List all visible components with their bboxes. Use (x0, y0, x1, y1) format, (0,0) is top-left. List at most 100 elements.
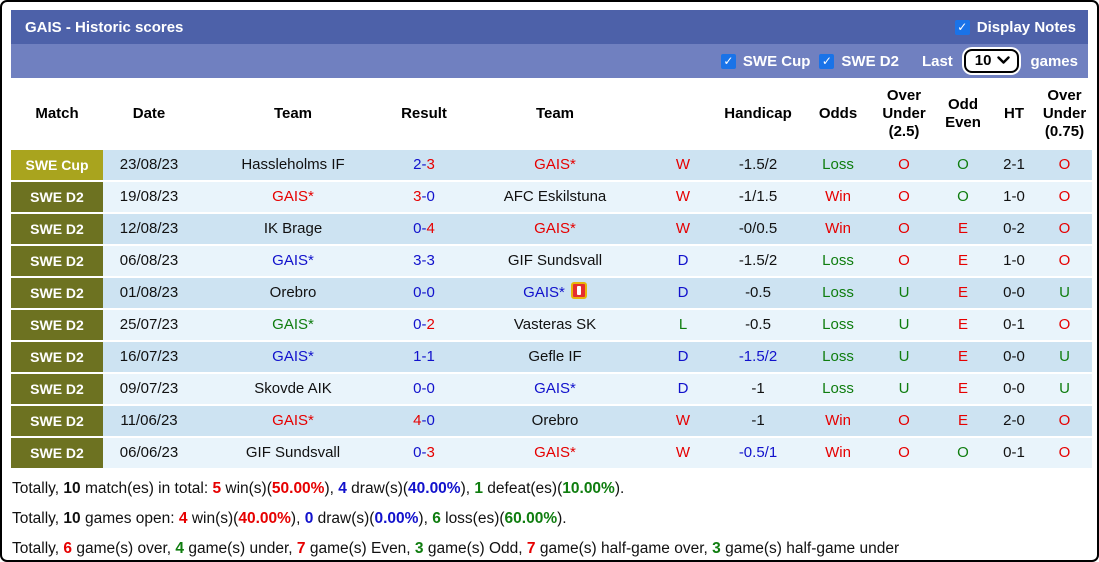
result-cell: 1-1 (391, 342, 457, 372)
summary-text: ), (324, 480, 339, 497)
handicap-cell: -0.5/1 (713, 438, 803, 468)
handicap-cell: -0.5 (713, 310, 803, 340)
summary-text: 7 (526, 540, 536, 557)
result-cell: 2-3 (391, 150, 457, 180)
over-under-075-cell: O (1037, 310, 1092, 340)
summary-section: Totally, 10 match(es) in total: 5 win(s)… (11, 470, 1088, 560)
summary-text: draw(s)( (346, 480, 409, 497)
summary-text: 4 (178, 510, 188, 527)
result-part: 3 (413, 252, 422, 269)
summary-text: 0.00% (374, 510, 419, 527)
swe-d2-label: SWE D2 (841, 52, 899, 70)
summary-text: ). (614, 480, 625, 497)
result-part: 0 (426, 380, 435, 397)
odd-even-cell: O (935, 150, 991, 180)
summary-text: 4 (338, 480, 347, 497)
handicap-cell: -0/0.5 (713, 214, 803, 244)
odd-even-cell: E (935, 342, 991, 372)
result-part: 3 (426, 252, 435, 269)
home-team-name: Orebro (269, 284, 317, 301)
result-part: 3 (413, 188, 422, 205)
page-title: GAIS - Historic scores (25, 18, 184, 36)
over-under-25-cell: U (873, 342, 935, 372)
home-team-cell: GAIS* (195, 406, 391, 436)
result-cell: 3-0 (391, 182, 457, 212)
result-part: 0 (426, 412, 435, 429)
odds-cell: Loss (803, 150, 873, 180)
away-team-name: GIF Sundsvall (507, 252, 603, 269)
summary-text: 6 (63, 540, 73, 557)
home-team-cell: GIF Sundsvall (195, 438, 391, 468)
summary-text: 3 (712, 540, 721, 557)
result-part: 2 (426, 316, 435, 333)
games-count-select[interactable]: 10 (963, 49, 1020, 73)
over-under-25-cell: O (873, 182, 935, 212)
away-team-cell: Orebro (457, 406, 653, 436)
swe-d2-checkbox[interactable] (819, 53, 835, 69)
odds-cell: Loss (803, 342, 873, 372)
header-cell: Over Under (0.75) (1037, 80, 1092, 148)
over-under-075-cell: O (1037, 406, 1092, 436)
summary-text: 1 (474, 480, 483, 497)
chevron-down-icon (997, 56, 1011, 64)
display-notes-toggle[interactable]: Display Notes (954, 19, 1076, 36)
away-team-cell: Gefle IF (457, 342, 653, 372)
wdl-cell: W (653, 150, 713, 180)
date-cell: 19/08/23 (103, 182, 195, 212)
date-cell: 06/06/23 (103, 438, 195, 468)
away-team-cell: AFC Eskilstuna (457, 182, 653, 212)
result-part: - (421, 316, 427, 333)
ht-cell: 0-0 (991, 374, 1037, 404)
odds-cell: Win (803, 214, 873, 244)
date-cell: 12/08/23 (103, 214, 195, 244)
date-cell: 06/08/23 (103, 246, 195, 276)
match-table-body: SWE Cup 23/08/23 Hassleholms IF 2-3 GAIS* W -1… (11, 150, 1092, 468)
away-team-cell: GAIS* (457, 278, 653, 308)
swe-d2-toggle[interactable]: SWE D2 (819, 53, 899, 70)
handicap-cell: -1.5/2 (713, 150, 803, 180)
over-under-075-cell: O (1037, 182, 1092, 212)
handicap-cell: -0.5 (713, 278, 803, 308)
swe-cup-label: SWE Cup (742, 52, 811, 70)
date-cell: 16/07/23 (103, 342, 195, 372)
odd-even-cell: E (935, 374, 991, 404)
over-under-075-cell: U (1037, 374, 1092, 404)
over-under-075-cell: O (1037, 214, 1092, 244)
table-header-row: Match Date Team Result Team Handicap Odds Over … (11, 80, 1092, 148)
result-part: 3 (426, 444, 435, 461)
home-team-cell: Hassleholms IF (195, 150, 391, 180)
home-team-cell: Skovde AIK (195, 374, 391, 404)
odds-cell: Loss (803, 278, 873, 308)
display-notes-checkbox[interactable] (954, 19, 970, 35)
table-row: SWE D2 06/06/23 GIF Sundsvall 0-3 GAIS* W -0.5… (11, 438, 1092, 468)
wdl-cell: D (653, 278, 713, 308)
home-team-name: GAIS* (272, 316, 314, 333)
result-cell: 0-0 (391, 278, 457, 308)
result-part: - (421, 188, 427, 205)
away-team-name: GAIS* (534, 444, 576, 461)
result-part: - (421, 252, 427, 269)
over-under-25-cell: O (873, 438, 935, 468)
wdl-cell: D (653, 342, 713, 372)
table-row: SWE D2 11/06/23 GAIS* 4-0 Orebro W -1 Win O E 2-0 O (11, 406, 1092, 436)
last-label: Last (921, 52, 953, 70)
result-cell: 4-0 (391, 406, 457, 436)
title-bar: GAIS - Historic scores Display Notes (11, 10, 1088, 44)
summary-text: Totally, (12, 540, 64, 557)
swe-cup-checkbox[interactable] (720, 53, 736, 69)
away-team-name: Vasteras SK (513, 316, 597, 333)
date-cell: 25/07/23 (103, 310, 195, 340)
home-team-cell: Orebro (195, 278, 391, 308)
summary-text: 0 (304, 510, 314, 527)
summary-text: game(s) under, (184, 540, 297, 557)
summary-text: 40.00% (238, 510, 291, 527)
result-part: 4 (426, 220, 435, 237)
ht-cell: 2-1 (991, 150, 1037, 180)
filter-bar: SWE Cup SWE D2 Last 10 games (11, 44, 1088, 78)
swe-cup-toggle[interactable]: SWE Cup (720, 52, 811, 70)
ht-cell: 0-0 (991, 278, 1037, 308)
away-team-name: GAIS* (523, 284, 565, 301)
result-part: 4 (413, 412, 422, 429)
wdl-cell: W (653, 438, 713, 468)
home-team-cell: GAIS* (195, 182, 391, 212)
